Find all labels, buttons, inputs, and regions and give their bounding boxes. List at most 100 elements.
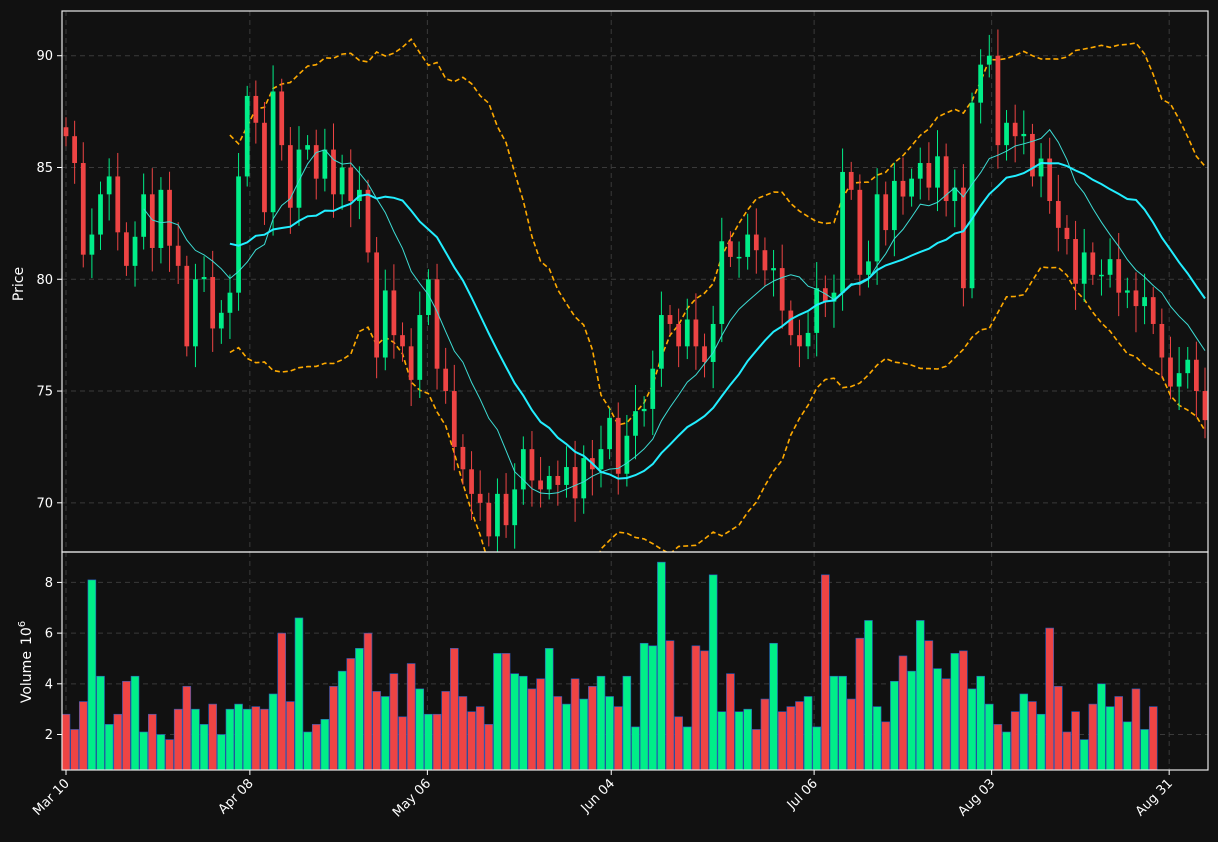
- candle-body: [1185, 359, 1191, 374]
- volume-bar: [881, 721, 891, 771]
- volume-bar: [872, 706, 882, 771]
- volume-bar: [570, 678, 580, 771]
- candle-body: [943, 156, 949, 202]
- volume-bar: [536, 678, 545, 771]
- candle-body: [753, 234, 759, 251]
- candle-body: [546, 475, 552, 490]
- candle-body: [1150, 297, 1156, 324]
- candle-body: [443, 368, 449, 392]
- volume-bar: [467, 711, 476, 771]
- volume-bar: [156, 734, 166, 771]
- candle-body: [1064, 227, 1070, 240]
- volume-bar: [234, 703, 243, 771]
- volume-bar: [562, 703, 571, 771]
- volume-panel-frame: [61, 551, 1209, 771]
- volume-bar: [1036, 713, 1046, 771]
- volume-bar: [415, 688, 425, 771]
- volume-bar: [648, 645, 658, 771]
- volume-bar: [993, 724, 1003, 771]
- volume-bar: [303, 731, 312, 771]
- candle-body: [503, 493, 509, 526]
- candle-body: [572, 467, 578, 499]
- candle-body: [814, 288, 820, 333]
- volume-bar: [441, 691, 450, 771]
- candle-body: [486, 502, 492, 537]
- candle-body: [305, 145, 310, 150]
- volume-bar: [450, 648, 459, 771]
- price-tick-label: 70: [36, 496, 53, 511]
- volume-bar: [225, 708, 235, 771]
- volume-axis-ticks: 2 4 6 8: [45, 576, 62, 743]
- volume-axis-label: Volume 106: [17, 621, 35, 703]
- volume-bar: [484, 724, 494, 771]
- candle-body: [365, 189, 371, 253]
- candle-body: [995, 55, 1001, 146]
- candle-body: [1021, 133, 1027, 137]
- volume-bar: [829, 675, 839, 771]
- volume-bar: [674, 716, 683, 771]
- candle-body: [141, 194, 147, 237]
- candle-body: [512, 489, 518, 526]
- volume-bar: [985, 703, 994, 771]
- volume-bar: [915, 620, 925, 771]
- candle-body: [339, 167, 345, 195]
- candle-body: [270, 91, 276, 213]
- volume-bar: [475, 706, 485, 771]
- volume-bar: [346, 658, 356, 771]
- candle-body: [1202, 391, 1208, 421]
- candle-body: [840, 171, 845, 293]
- candle-body: [978, 64, 984, 103]
- volume-bar: [113, 713, 123, 771]
- candle-body: [495, 493, 500, 537]
- volume-bar: [277, 632, 286, 771]
- volume-bar: [1079, 739, 1089, 771]
- candle-body: [581, 458, 587, 499]
- candle-body: [477, 493, 483, 503]
- candle-body: [917, 163, 923, 179]
- candle-body: [89, 234, 95, 255]
- volume-bar: [1054, 686, 1063, 771]
- volume-bar: [389, 673, 399, 771]
- price-axis-ticks: 70 75 80 85 90: [36, 49, 62, 511]
- volume-bar: [1010, 711, 1020, 771]
- price-tick-label: 75: [36, 385, 53, 400]
- volume-bar: [553, 696, 563, 771]
- volume-bar: [1045, 627, 1054, 771]
- candle-body: [762, 250, 768, 271]
- candle-body: [1176, 373, 1182, 387]
- candle-body: [926, 163, 932, 188]
- volume-bar: [691, 645, 701, 771]
- volume-bar: [657, 561, 666, 771]
- candle-body: [1159, 323, 1165, 358]
- candle-body: [158, 189, 164, 248]
- volume-bar: [510, 673, 519, 771]
- volume-bar: [260, 708, 269, 771]
- candle-body: [193, 279, 198, 347]
- volume-axis-label-unit-base: 10: [19, 627, 35, 645]
- candle-body: [124, 232, 129, 266]
- candle-body: [201, 277, 207, 280]
- volume-bar: [613, 706, 623, 771]
- candle-body: [969, 102, 975, 289]
- candle-body: [935, 156, 940, 188]
- candle-body: [728, 241, 733, 257]
- volume-bar: [165, 739, 174, 771]
- candle-body: [710, 323, 716, 362]
- volume-bar: [527, 688, 537, 771]
- volume-bar: [182, 686, 192, 771]
- volume-bar: [544, 648, 554, 771]
- candle-body: [702, 346, 707, 362]
- candle-body: [1107, 259, 1113, 275]
- candle-body: [607, 417, 612, 450]
- candle-body: [1168, 357, 1173, 387]
- candle-body: [633, 411, 638, 436]
- volume-bar: [337, 670, 347, 771]
- volume-bar: [864, 620, 873, 771]
- volume-bar: [1071, 711, 1080, 771]
- volume-bar: [1105, 706, 1115, 771]
- candle-body: [641, 408, 647, 412]
- candle-body: [788, 310, 794, 336]
- volume-bar: [631, 726, 640, 771]
- volume-bar: [579, 698, 588, 771]
